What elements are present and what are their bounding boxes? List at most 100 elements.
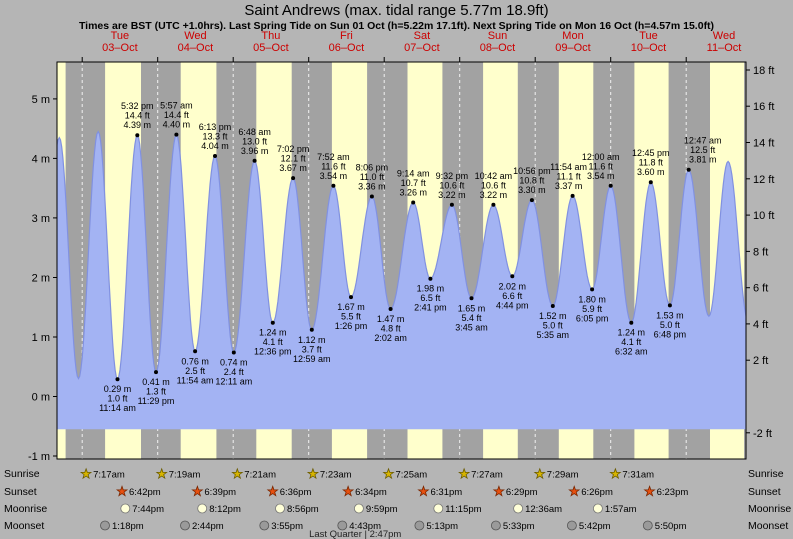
day-label-date: 06–Oct: [329, 42, 364, 54]
sunrise-time: 7:17am: [93, 470, 125, 481]
moonrise-time: 12:36am: [525, 504, 562, 515]
moonset-time: 2:44pm: [192, 521, 224, 532]
y-axis-label-m: 3 m: [32, 213, 50, 225]
tide-high-label: 8:06 pm 11.0 ft 3.36 m: [356, 163, 389, 192]
day-label-date: 09–Oct: [555, 42, 590, 54]
day-label-name: Sat: [414, 30, 431, 42]
y-axis-label-ft: 18 ft: [753, 65, 774, 77]
sunset-icon: [266, 485, 279, 497]
sunset-time: 6:42pm: [129, 487, 161, 498]
sunrise-icon: [382, 467, 395, 480]
sunset-icon: [417, 485, 430, 497]
day-label-name: Tue: [639, 30, 658, 42]
tide-high-label: 12:45 pm 11.8 ft 3.60 m: [632, 148, 670, 177]
tide-extreme-dot: [388, 307, 393, 311]
moonrise-time: 8:12pm: [209, 504, 241, 515]
tide-extreme-dot: [309, 327, 314, 332]
tide-extreme-dot: [115, 377, 120, 382]
moonset-icon: [414, 520, 425, 531]
tide-extreme-dot: [331, 183, 336, 188]
day-label-date: 08–Oct: [480, 42, 515, 54]
moonset-time: 1:18pm: [112, 521, 144, 532]
moonrise-time: 9:59pm: [366, 504, 398, 515]
sunrise-icon: [306, 467, 320, 480]
tide-high-label: 7:52 am 11.6 ft 3.54 m: [317, 152, 350, 181]
tide-extreme-dot: [469, 296, 474, 301]
tide-high-label: 12:47 am 12.5 ft 3.81 m: [684, 136, 722, 165]
tide-low-label: 1.52 m 5.0 ft 5:35 am: [537, 311, 570, 340]
sunset-time: 6:26pm: [581, 487, 613, 498]
moonset-icon: [180, 520, 190, 531]
moonrise-row-label-left: Moonrise: [4, 503, 48, 515]
y-axis-label-m: 2 m: [32, 273, 50, 285]
tide-low-label: 1.80 m 5.9 ft 6:05 pm: [576, 294, 609, 323]
sunset-time: 6:31pm: [431, 487, 463, 498]
sunset-icon: [568, 485, 581, 497]
y-axis-label-ft: 2 ft: [753, 355, 768, 367]
tide-extreme-dot: [648, 180, 653, 185]
day-label-name: Thu: [261, 30, 280, 42]
tide-low-label: 0.76 m 2.5 ft 11:54 am: [177, 356, 214, 385]
sunrise-time: 7:27am: [471, 470, 503, 481]
tide-extreme-dot: [608, 183, 613, 188]
sunrise-icon: [609, 467, 622, 480]
moonset-time: 4:43pm: [349, 521, 381, 532]
tide-low-label: 2.02 m 6.6 ft 4:44 pm: [496, 281, 529, 310]
moonset-icon: [642, 520, 653, 531]
sunrise-row-label-right: Sunrise: [748, 468, 784, 480]
sunrise-time: 7:19am: [169, 470, 201, 481]
day-label-name: Sun: [488, 30, 508, 42]
tide-high-label: 12:00 am 11.6 ft 3.54 m: [582, 152, 620, 181]
tide-extreme-dot: [411, 200, 416, 205]
tide-extreme-dot: [550, 304, 555, 308]
sunrise-icon: [458, 467, 471, 480]
moonrise-time: 1:57am: [605, 504, 637, 515]
tide-extreme-dot: [154, 370, 158, 375]
moonset-icon: [100, 520, 110, 531]
tide-extreme-dot: [667, 303, 672, 308]
y-axis-label-m: 0 m: [32, 392, 50, 404]
tide-extreme-dot: [135, 133, 140, 138]
sunrise-time: 7:23am: [320, 470, 352, 481]
y-axis-label-ft: -2 ft: [753, 428, 772, 440]
moonrise-time: 11:15pm: [445, 504, 481, 515]
y-axis-label-ft: 10 ft: [753, 210, 774, 222]
sunset-time: 6:29pm: [506, 487, 538, 498]
tide-low-label: 1.12 m 3.7 ft 12:59 am: [293, 335, 331, 364]
moonset-time: 5:50pm: [655, 521, 687, 532]
moonrise-icon: [275, 503, 285, 514]
y-axis-label-m: 1 m: [32, 332, 50, 344]
plot-border: [56, 61, 747, 460]
sunset-icon: [492, 485, 505, 497]
tide-low-label: 0.74 m 2.4 ft 12:11 am: [215, 358, 252, 387]
y-axis-label-m: 4 m: [32, 153, 50, 165]
y-axis-label-ft: 12 ft: [753, 174, 774, 186]
tide-low-label: 1.24 m 4.1 ft 6:32 am: [615, 328, 648, 357]
y-axis-label-m: -1 m: [28, 451, 50, 463]
moonset-icon: [259, 520, 270, 531]
tide-extreme-dot: [491, 202, 496, 207]
tide-low-label: 1.67 m 5.5 ft 1:26 pm: [335, 302, 368, 331]
tide-extreme-dot: [369, 194, 374, 199]
tide-extreme-dot: [686, 167, 691, 172]
tide-high-label: 6:48 am 13.0 ft 3.96 m: [238, 127, 271, 156]
moonset-icon: [490, 520, 501, 531]
sunset-row-label-right: Sunset: [748, 486, 781, 498]
moonset-time: 5:13pm: [426, 521, 458, 532]
sunset-icon: [191, 485, 204, 497]
day-label-date: 10–Oct: [631, 42, 666, 54]
sunrise-time: 7:21am: [244, 470, 276, 481]
sunset-time: 6:36pm: [280, 487, 312, 498]
moonrise-time: 8:56pm: [287, 504, 319, 515]
sunset-time: 6:39pm: [204, 487, 236, 498]
tide-high-label: 9:32 pm 10.6 ft 3.22 m: [436, 171, 469, 200]
sunrise-icon: [79, 467, 93, 480]
y-axis-label-ft: 6 ft: [753, 283, 768, 295]
moonset-time: 5:42pm: [579, 521, 611, 532]
tide-low-label: 1.53 m 5.0 ft 6:48 pm: [654, 310, 687, 339]
day-label-name: Mon: [562, 30, 583, 42]
day-label-date: 11–Oct: [707, 42, 742, 54]
sunrise-icon: [155, 467, 168, 480]
tide-extreme-dot: [193, 349, 198, 354]
y-axis-label-m: 5 m: [32, 94, 50, 106]
